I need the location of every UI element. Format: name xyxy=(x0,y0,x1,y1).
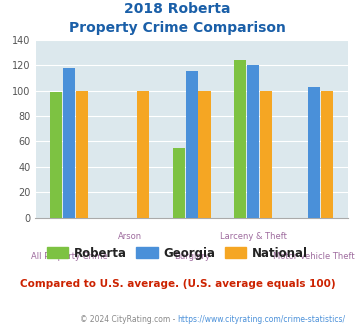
Text: https://www.cityrating.com/crime-statistics/: https://www.cityrating.com/crime-statist… xyxy=(178,315,346,324)
Text: Property Crime Comparison: Property Crime Comparison xyxy=(69,21,286,35)
Bar xyxy=(137,90,149,218)
Text: All Property Crime: All Property Crime xyxy=(31,252,108,261)
Bar xyxy=(76,90,88,218)
Legend: Roberta, Georgia, National: Roberta, Georgia, National xyxy=(42,242,313,264)
Text: Arson: Arson xyxy=(118,232,142,241)
Bar xyxy=(198,90,211,218)
Text: 2018 Roberta: 2018 Roberta xyxy=(124,2,231,16)
Text: Burglary: Burglary xyxy=(174,252,210,261)
Bar xyxy=(260,90,272,218)
Text: Motor Vehicle Theft: Motor Vehicle Theft xyxy=(273,252,355,261)
Bar xyxy=(308,87,320,218)
Text: Larceny & Theft: Larceny & Theft xyxy=(219,232,286,241)
Bar xyxy=(186,71,198,218)
Bar xyxy=(321,90,333,218)
Text: Compared to U.S. average. (U.S. average equals 100): Compared to U.S. average. (U.S. average … xyxy=(20,279,335,289)
Bar xyxy=(63,68,75,218)
Bar xyxy=(173,148,185,218)
Text: © 2024 CityRating.com -: © 2024 CityRating.com - xyxy=(80,315,178,324)
Bar xyxy=(234,60,246,218)
Bar xyxy=(50,92,62,218)
Bar xyxy=(247,65,259,218)
